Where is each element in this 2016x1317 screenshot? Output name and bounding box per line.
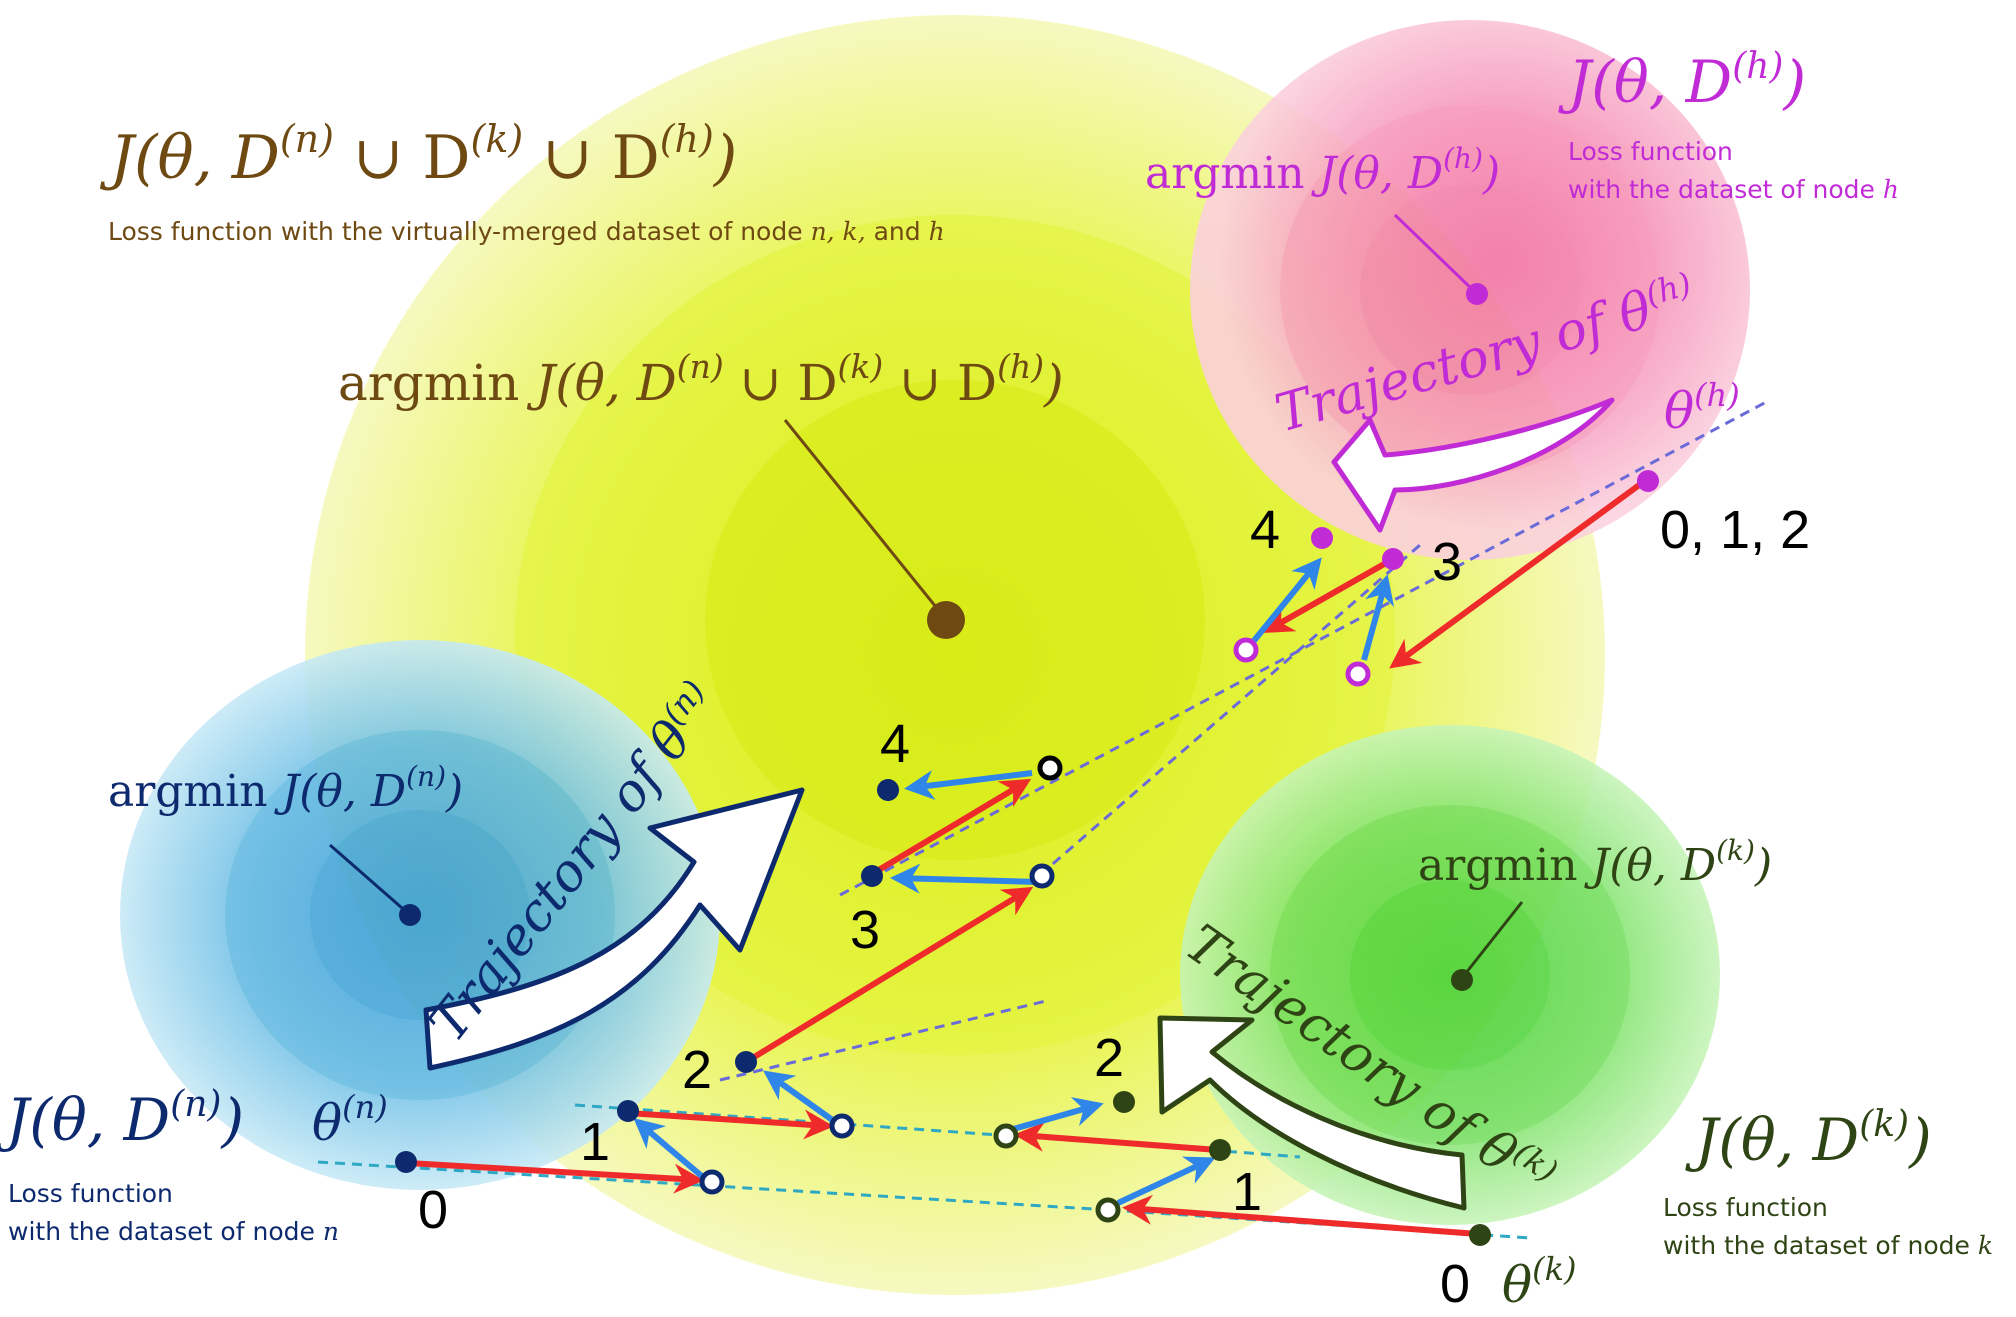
- merged-argmin-label: argmin J(θ, D(n) ∪ D(k) ∪ D(h)): [338, 347, 1064, 412]
- merged-loss-formula: J(θ, D(n) ∪ D(k) ∪ D(h)): [99, 117, 737, 193]
- point-h-4: [1311, 527, 1333, 549]
- node-n-loss-caption-line2: with the dataset of node n: [8, 1217, 339, 1246]
- update-arrow: [1262, 556, 1395, 633]
- step-arrow: [1116, 1156, 1216, 1206]
- update-arrows: [407, 477, 1648, 1237]
- intermediate-points: [699, 637, 1371, 1223]
- pointer-lines: [329, 213, 1524, 979]
- hollow-point: [1095, 1197, 1121, 1223]
- step-label-k2: 2: [1094, 1028, 1124, 1088]
- step-arrow: [890, 863, 1039, 894]
- point-n-4: [877, 779, 899, 801]
- node-k-theta-label: θ(k): [1502, 1250, 1576, 1314]
- node-n-minimum-point: [399, 904, 421, 926]
- node-h-theta-label: θ(h): [1664, 376, 1740, 440]
- node-k-argmin-label: argmin J(θ, D(k)): [1418, 834, 1772, 891]
- step-number-labels: 0 1 2 3 4 0 1 2 0, 1, 2 3 4: [418, 500, 1810, 1314]
- node-h-loss-caption-line2: with the dataset of node h: [1568, 175, 1899, 204]
- node-k-loss-formula: J(θ, D(k)): [1685, 1104, 1932, 1174]
- update-arrow: [870, 778, 1032, 877]
- point-h-3: [1382, 548, 1404, 570]
- step-label-n4: 4: [880, 714, 910, 774]
- merged-loss-label: J(θ, D(n) ∪ D(k) ∪ D(h)) Loss function w…: [99, 117, 1064, 412]
- step-label-k1: 1: [1232, 1162, 1262, 1222]
- merged-loss-caption: Loss function with the virtually-merged …: [108, 217, 945, 246]
- update-arrow: [407, 1160, 704, 1194]
- update-arrow: [1389, 477, 1648, 669]
- step-label-n3: 3: [850, 900, 880, 960]
- hollow-point: [1345, 661, 1371, 687]
- node-k-loss-caption-line2: with the dataset of node k: [1663, 1231, 1993, 1260]
- step-label-n2: 2: [682, 1040, 712, 1100]
- step-label-k0: 0: [1440, 1254, 1470, 1314]
- step-label-h012: 0, 1, 2: [1660, 500, 1810, 560]
- point-n-2: [735, 1051, 757, 1073]
- parameter-points: [395, 470, 1659, 1246]
- update-arrow: [1122, 1194, 1479, 1237]
- merged-minimum-point: [927, 601, 965, 639]
- hollow-point: [1037, 755, 1063, 781]
- point-k-0: [1469, 1224, 1491, 1246]
- point-n-1: [617, 1100, 639, 1122]
- node-n-loss-formula: J(θ, D(n)): [0, 1084, 244, 1154]
- node-n-theta-label: θ(n): [312, 1088, 388, 1152]
- point-n-3: [861, 865, 883, 887]
- step-arrow: [1361, 574, 1395, 661]
- step-arrow: [1245, 557, 1322, 650]
- node-n-argmin-label: argmin J(θ, D(n)): [108, 760, 463, 817]
- step-label-n1: 1: [580, 1112, 610, 1172]
- node-h-argmin-label: argmin J(θ, D(h)): [1145, 142, 1500, 199]
- hollow-point: [699, 1169, 725, 1195]
- node-h-loss-caption-line1: Loss function: [1568, 137, 1733, 166]
- step-arrow: [1009, 1097, 1104, 1133]
- point-n-0: [395, 1151, 417, 1173]
- step-arrow: [904, 770, 1033, 800]
- point-k-1: [1209, 1139, 1231, 1161]
- step-arrow: [633, 1118, 706, 1181]
- node-k-loss-caption-line1: Loss function: [1663, 1193, 1828, 1222]
- step-label-h4: 4: [1250, 500, 1280, 560]
- step-arrow: [763, 1070, 840, 1127]
- hollow-point: [829, 1113, 855, 1139]
- update-arrow: [744, 886, 1034, 1065]
- hollow-point: [1029, 863, 1055, 889]
- node-k-minimum-point: [1451, 969, 1473, 991]
- trajectory-arrow-n: [423, 787, 805, 1071]
- trajectory-arrow-h: [1331, 397, 1615, 533]
- step-label-n0: 0: [418, 1180, 448, 1240]
- node-k-loss-contours: [1180, 725, 1720, 1225]
- node-n-loss-caption-line1: Loss function: [8, 1179, 173, 1208]
- point-h-012: [1637, 470, 1659, 492]
- hollow-point: [993, 1123, 1019, 1149]
- update-arrow: [627, 1109, 834, 1140]
- point-k-2: [1113, 1091, 1135, 1113]
- node-h-loss-formula: J(θ, D(h)): [1558, 46, 1806, 116]
- step-label-h3: 3: [1432, 532, 1462, 592]
- node-h-minimum-point: [1466, 283, 1488, 305]
- step-arrows: [633, 557, 1395, 1206]
- trajectory-arrow-k: [1157, 1015, 1467, 1211]
- update-arrow: [1014, 1121, 1219, 1153]
- hollow-point: [1233, 637, 1259, 663]
